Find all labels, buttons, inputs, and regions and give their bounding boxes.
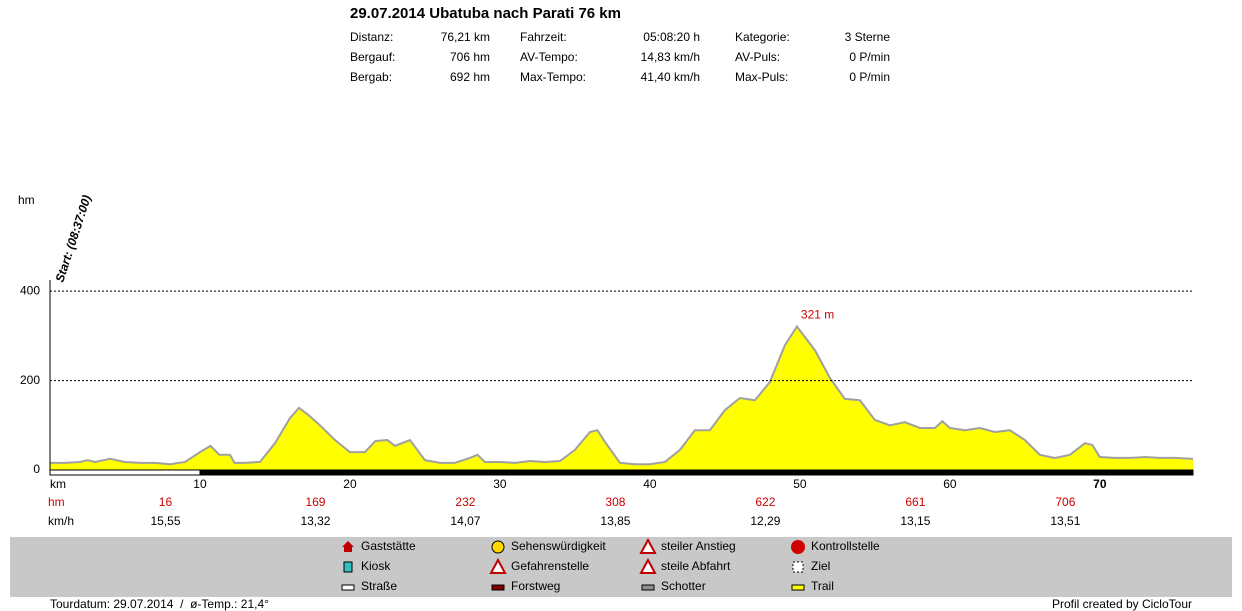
legend-icon [491,584,505,591]
stat-value: 76,21 km [441,30,490,44]
elevation-line [50,324,1194,466]
stat-label: Fahrzeit: [520,30,567,44]
speed-value: 13,51 [1050,514,1080,528]
start-label: Start: (08:37:00) [53,193,94,284]
y-tick-label: 200 [20,373,40,387]
elevation-area [50,326,1193,470]
climb-value: 16 [159,495,173,509]
climb-value: 622 [755,495,775,509]
stat-label: Distanz: [350,30,393,44]
speed-value: 13,32 [300,514,330,528]
legend-label: Schotter [661,579,706,593]
stat-value: 692 hm [450,70,490,84]
legend-label: steiler Anstieg [661,539,736,553]
speed-value: 14,07 [450,514,480,528]
x-tick-label: 20 [343,477,357,491]
legend-icon [639,537,657,554]
title: 29.07.2014 Ubatuba nach Parati 76 km [350,5,621,22]
speed-value: 13,15 [900,514,930,528]
legend-icon [341,584,355,591]
stat-label: Bergab: [350,70,392,84]
legend-icon [342,541,354,552]
legend-label: Gefahrenstelle [511,559,589,573]
legend-icon [489,557,507,574]
stat-label: AV-Puls: [735,50,780,64]
climb-value: 169 [305,495,325,509]
legend-label: Gaststätte [361,539,416,553]
x-tick-label: 50 [793,477,807,491]
x-axis-bar-fill [199,470,1193,475]
footer-left: Tourdatum: 29.07.2014 / ø-Temp.: 21,4° [50,597,269,611]
speed-value: 12,29 [750,514,780,528]
stat-label: Max-Tempo: [520,70,586,84]
stat-value: 0 P/min [849,70,890,84]
y-axis-label: hm [18,193,35,207]
x-axis-label: km [50,477,66,491]
legend-label: Ziel [811,559,830,573]
stat-value: 706 hm [450,50,490,64]
stat-label: Max-Puls: [735,70,788,84]
legend-label: Straße [361,579,397,593]
climb-value: 232 [455,495,475,509]
footer-right: Profil created by CicloTour [1052,597,1192,611]
stat-value: 41,40 km/h [641,70,700,84]
legend-label: steile Abfahrt [661,559,731,573]
x-tick-label: 40 [643,477,657,491]
x-tick-label: 30 [493,477,507,491]
y-tick-label: 0 [33,462,40,476]
stat-value: 0 P/min [849,50,890,64]
legend-icon [791,540,805,554]
peak-annotation: 321 m [801,308,834,322]
climb-value: 661 [905,495,925,509]
legend-label: Sehenswürdigkeit [511,539,606,553]
legend-icon [641,584,655,591]
stat-value: 14,83 km/h [641,50,700,64]
climb-value: 706 [1055,495,1075,509]
legend-icon [791,584,805,591]
speed-value: 13,85 [600,514,630,528]
legend-box [10,537,1232,597]
legend-label: Kiosk [361,559,391,573]
stat-value: 05:08:20 h [643,30,700,44]
climb-value: 308 [605,495,625,509]
speed-value: 15,55 [150,514,180,528]
climb-row-label: hm [48,495,65,509]
legend-label: Trail [811,579,834,593]
y-tick-label: 400 [20,283,40,297]
legend-label: Forstweg [511,579,560,593]
stat-label: Kategorie: [735,30,790,44]
stat-label: Bergauf: [350,50,395,64]
stat-label: AV-Tempo: [520,50,578,64]
legend-icon [343,561,353,573]
x-tick-label: 10 [193,477,207,491]
legend-label: Kontrollstelle [811,539,880,553]
legend-icon [639,557,657,574]
x-tick-label: 60 [943,477,957,491]
legend-icon [491,540,505,554]
x-tick-label: 70 [1093,477,1107,491]
stat-value: 3 Sterne [845,30,891,44]
speed-row-label: km/h [48,514,74,528]
legend-icon [792,561,804,573]
